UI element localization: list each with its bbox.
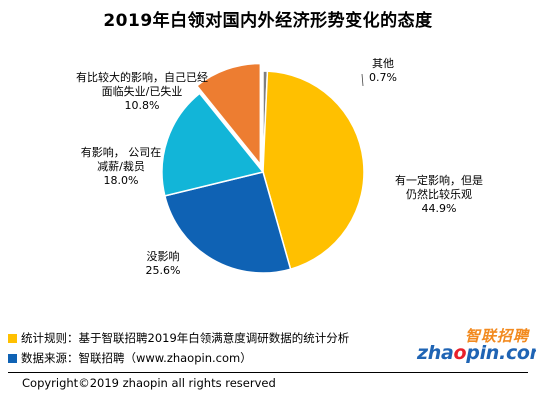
note-marker-blue bbox=[8, 354, 17, 363]
slice-label: 没影响 25.6% bbox=[133, 250, 193, 278]
slice-category-text: 面临失业/已失业 bbox=[101, 85, 183, 98]
logo-english: zhaopin.com bbox=[417, 342, 536, 364]
note-text: 统计规则：基于智联招聘2019年白领满意度调研数据的统计分析 bbox=[21, 331, 350, 345]
note-marker-gold bbox=[8, 334, 17, 343]
slice-value-text: 10.8% bbox=[124, 99, 160, 112]
chart-title: 2019年白领对国内外经济形势变化的态度 bbox=[103, 11, 433, 31]
slice-category-text: 有一定影响，但是 bbox=[395, 174, 483, 187]
slice-value-text: 0.7% bbox=[369, 71, 397, 84]
note-text: 数据来源：智联招聘（www.zhaopin.com） bbox=[21, 351, 252, 365]
pie-slice bbox=[262, 70, 365, 271]
pie-slice bbox=[161, 92, 265, 197]
slice-value-text: 44.9% bbox=[421, 202, 457, 215]
note-statistics-rule: 统计规则：基于智联招聘2019年白领满意度调研数据的统计分析 bbox=[8, 330, 349, 346]
slice-label: 其他 0.7% bbox=[363, 57, 403, 85]
slice-category-text: 有影响， 公司在 bbox=[80, 146, 162, 159]
slice-label: 有一定影响，但是 仍然比较乐观 44.9% bbox=[384, 174, 494, 216]
pie-slice bbox=[163, 171, 292, 274]
copyright-text: Copyright©2019 zhaopin all rights reserv… bbox=[22, 376, 276, 390]
slice-value-text: 18.0% bbox=[103, 174, 139, 187]
logo-chinese: 智联招聘 bbox=[464, 327, 529, 345]
slice-label: 有比较大的影响，自己已经 面临失业/已失业 10.8% bbox=[52, 71, 232, 113]
slice-category-text: 仍然比较乐观 bbox=[406, 188, 472, 201]
pie-slice bbox=[195, 62, 262, 167]
slice-category-text: 没影响 bbox=[146, 250, 180, 263]
leader-line bbox=[361, 73, 364, 87]
note-data-source: 数据来源：智联招聘（www.zhaopin.com） bbox=[8, 350, 252, 366]
slice-category-text: 其他 bbox=[372, 57, 394, 70]
slice-category-text: 减薪/裁员 bbox=[97, 160, 145, 173]
slice-value-text: 25.6% bbox=[145, 264, 181, 277]
zhaopin-logo: 智联招聘 zhaopin.com bbox=[417, 325, 536, 367]
slice-category-text: 有比较大的影响，自己已经 bbox=[76, 71, 208, 84]
slice-label: 有影响， 公司在 减薪/裁员 18.0% bbox=[66, 146, 176, 188]
footer-divider bbox=[8, 372, 528, 373]
